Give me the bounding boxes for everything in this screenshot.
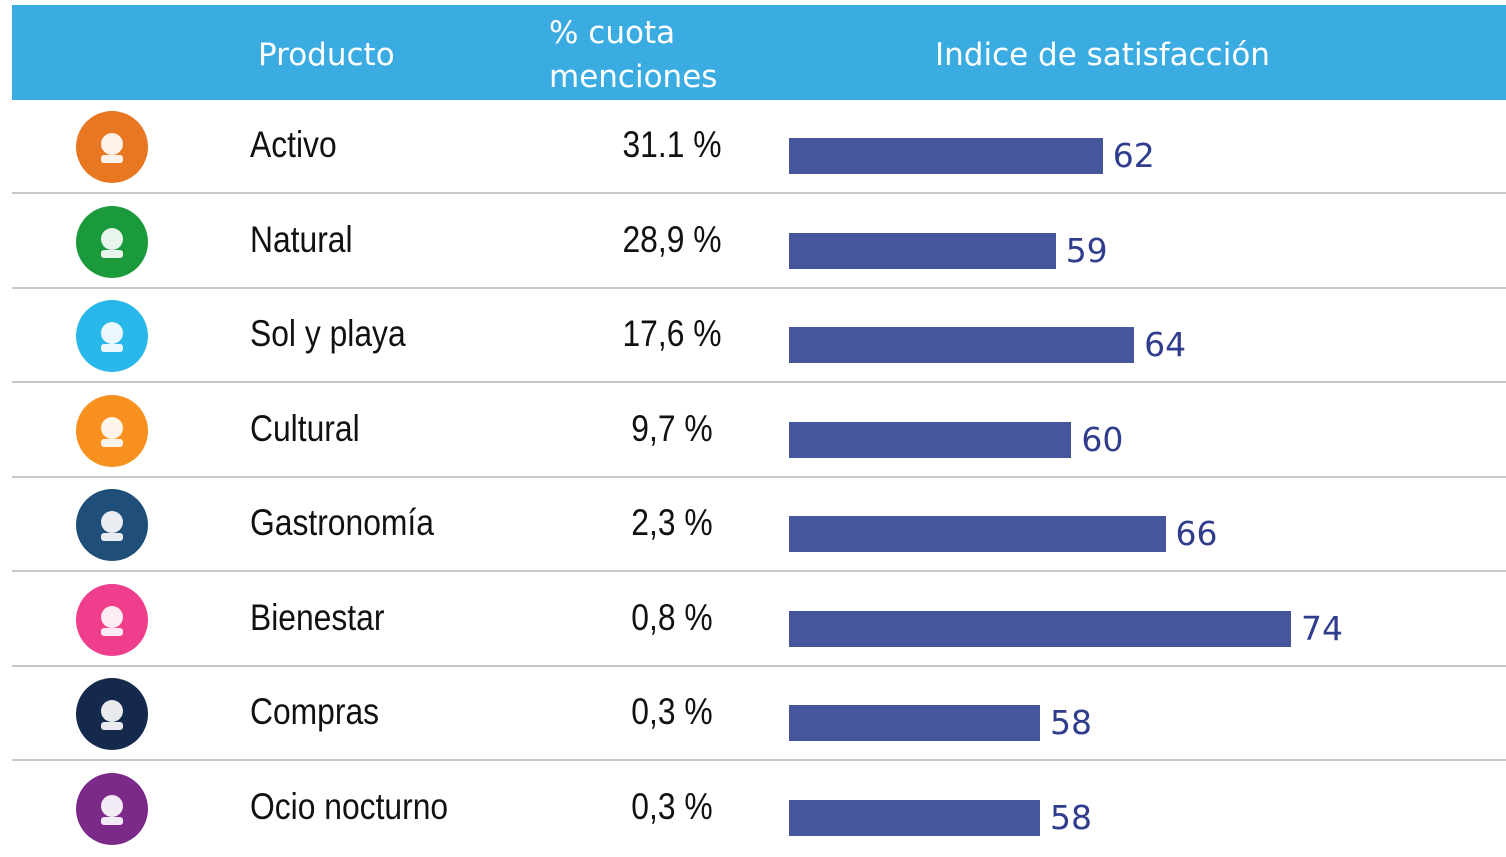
header-cell: % cuota menciones xyxy=(549,15,718,95)
share-value: 0,3 % xyxy=(631,785,713,827)
table-row: Cultural 9,7 % 60 xyxy=(12,384,1506,478)
product-name: Natural xyxy=(250,218,353,260)
satisfaction-bar xyxy=(789,705,1040,741)
share-value: 0,3 % xyxy=(631,691,713,732)
satisfaction-label: 74 xyxy=(1301,608,1343,648)
satisfaction-label: 58 xyxy=(1050,703,1092,742)
satisfaction-bar xyxy=(789,799,1040,836)
satisfaction-label: 64 xyxy=(1144,325,1187,364)
product-icon xyxy=(76,678,148,750)
product-icon xyxy=(76,583,148,656)
header: Producto % cuota menciones Indice de sat… xyxy=(12,5,1506,100)
product-icon xyxy=(76,205,148,278)
product-name: Gastronomía xyxy=(250,502,434,543)
share-value: 28,9 % xyxy=(622,218,722,260)
product-icon xyxy=(76,772,148,845)
share-value: 0,8 % xyxy=(631,596,713,638)
product-name: Activo xyxy=(250,124,337,165)
product-name: Bienestar xyxy=(250,596,385,638)
share-value: 2,3 % xyxy=(631,502,713,543)
product-icon xyxy=(76,394,148,467)
satisfaction-bar xyxy=(789,421,1072,458)
share-value: 17,6 % xyxy=(622,313,722,354)
table-row: Bienestar 0,8 % 74 xyxy=(12,573,1506,667)
satisfaction-label: 60 xyxy=(1081,419,1124,459)
table-row: Ocio nocturno 0,3 % 58 xyxy=(12,762,1506,856)
header-cell: Indice de satisfacción xyxy=(935,37,1270,73)
satisfaction-label: 58 xyxy=(1050,797,1092,837)
table-row: Natural 28,9 % 59 xyxy=(12,195,1506,289)
satisfaction-bar xyxy=(789,327,1135,363)
product-icon xyxy=(76,489,148,561)
product-icon xyxy=(76,300,148,372)
product-name: Compras xyxy=(250,691,380,732)
satisfaction-bar xyxy=(789,138,1103,174)
table-row: Gastronomía 2,3 % 66 xyxy=(12,478,1506,572)
table-row: Activo 31.1 % 62 xyxy=(12,100,1506,194)
satisfaction-bar xyxy=(789,610,1291,647)
product-name: Sol y playa xyxy=(250,313,406,354)
satisfaction-label: 66 xyxy=(1175,514,1218,553)
satisfaction-bar xyxy=(789,516,1166,552)
table-row: Compras 0,3 % 58 xyxy=(12,667,1506,761)
share-value: 9,7 % xyxy=(631,407,713,449)
product-name: Cultural xyxy=(250,407,360,449)
product-name: Ocio nocturno xyxy=(250,785,449,827)
header-cell: Producto xyxy=(258,37,395,73)
table-row: Sol y playa 17,6 % 64 xyxy=(12,289,1506,383)
satisfaction-label: 59 xyxy=(1065,230,1108,270)
product-icon xyxy=(76,111,148,183)
satisfaction-bar xyxy=(789,232,1056,269)
share-value: 31.1 % xyxy=(622,124,722,165)
satisfaction-label: 62 xyxy=(1112,136,1155,175)
